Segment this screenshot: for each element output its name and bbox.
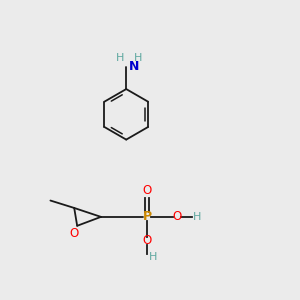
Text: O: O [70, 227, 79, 240]
Text: H: H [116, 53, 124, 63]
Text: O: O [142, 234, 152, 247]
Text: P: P [142, 210, 152, 224]
Text: N: N [129, 60, 140, 73]
Text: H: H [134, 53, 142, 63]
Text: H: H [193, 212, 201, 222]
Text: H: H [149, 252, 157, 262]
Text: O: O [142, 184, 152, 197]
Text: O: O [172, 210, 182, 224]
